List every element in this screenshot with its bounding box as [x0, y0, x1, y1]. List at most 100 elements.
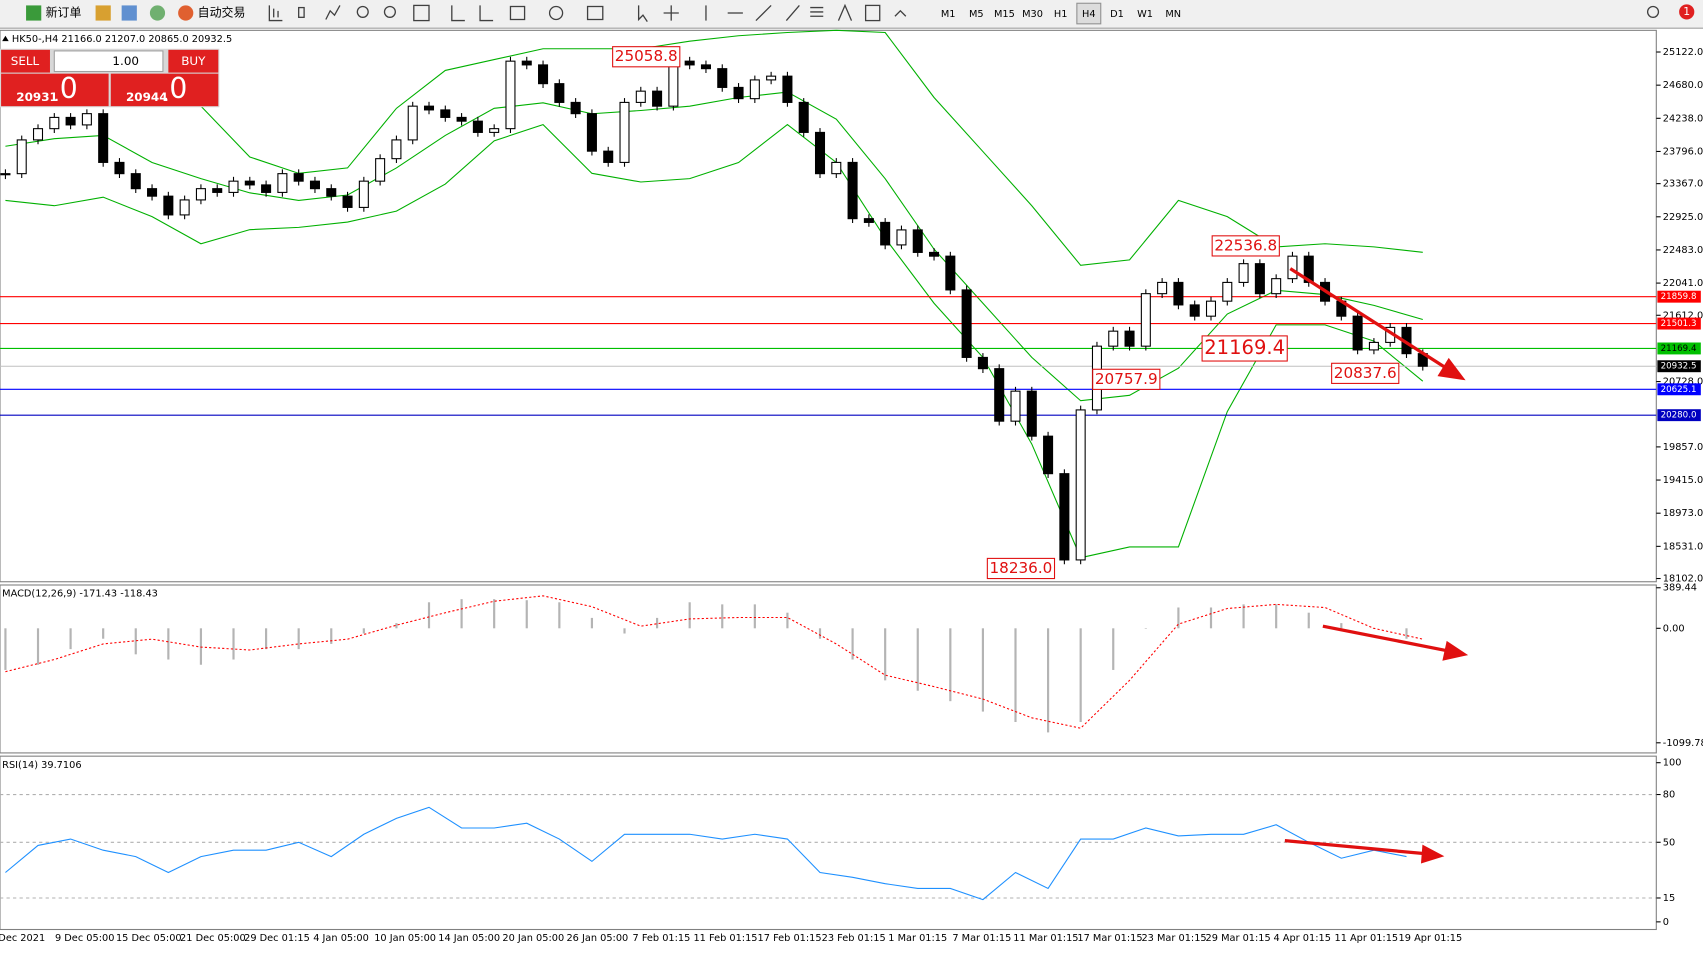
macd-bar — [102, 628, 105, 639]
candle — [309, 180, 320, 190]
timeframe-button[interactable]: M30 — [1022, 9, 1043, 20]
macd-bar — [786, 612, 789, 629]
periods[interactable] — [548, 5, 564, 21]
candle — [1140, 293, 1151, 347]
notification-badge[interactable] — [1679, 4, 1695, 20]
arrows-tool[interactable] — [894, 9, 907, 17]
x-tick-label: 23 Feb 01:15 — [822, 933, 886, 944]
y-tick-label: 21612.0 — [1663, 310, 1703, 321]
plots: 25122.0 24680.0 24238.0 23796.0 23367.0 22925… — [0, 29, 1703, 944]
timeframe-button[interactable]: MN — [1165, 9, 1181, 20]
bar-chart-tool[interactable] — [268, 5, 283, 22]
zoom-out[interactable] — [383, 5, 396, 18]
x-tick-label: 4 Apr 01:15 — [1274, 933, 1331, 944]
candle-tool[interactable] — [298, 6, 305, 18]
toolbar-icon[interactable] — [95, 5, 111, 21]
x-tick-label: 10 Jan 05:00 — [374, 933, 436, 944]
new-order-button[interactable]: 新订单 — [46, 6, 82, 20]
bid-box[interactable] — [1, 73, 109, 107]
fibo-tool[interactable] — [810, 6, 824, 17]
lots-input[interactable] — [53, 50, 164, 73]
candle — [489, 128, 500, 133]
timeframe-button[interactable]: M5 — [969, 9, 984, 20]
candle — [130, 173, 141, 190]
y-tick-label: 23796.0 — [1663, 146, 1703, 157]
toolbar-icon[interactable] — [149, 5, 166, 21]
trendline-tool[interactable] — [755, 4, 772, 22]
candle — [147, 188, 158, 197]
line-tool[interactable] — [325, 5, 341, 20]
candle — [65, 116, 76, 126]
macd-bar — [36, 628, 40, 665]
tile-windows[interactable] — [413, 4, 430, 22]
macd-bar — [1340, 623, 1343, 629]
price-annotation: 20757.9 — [1095, 370, 1158, 388]
indicators[interactable] — [509, 5, 526, 21]
rsi-arrowhead — [1420, 844, 1445, 864]
price-annotation: 22536.8 — [1214, 236, 1277, 254]
timeframe-button[interactable]: H1 — [1054, 9, 1068, 20]
auto-trading-button[interactable]: 自动交易 — [198, 6, 246, 20]
auto-trading-icon[interactable] — [178, 5, 194, 21]
candle — [98, 113, 109, 163]
macd-bar — [69, 628, 72, 650]
candle — [814, 131, 826, 175]
y-tick-label: 15 — [1663, 893, 1675, 904]
sell-button[interactable] — [1, 49, 50, 73]
rsi-panel — [0, 755, 1657, 931]
annotation-box — [1201, 335, 1288, 362]
toolbar-icon[interactable] — [121, 5, 137, 21]
y-tick-label: 100 — [1663, 758, 1682, 769]
candle — [554, 83, 565, 103]
macd-bar — [297, 628, 300, 650]
macd-arrowhead — [1442, 640, 1469, 661]
buy-button[interactable] — [168, 49, 219, 73]
annotation-box — [1331, 362, 1400, 384]
templates[interactable] — [586, 5, 604, 21]
crosshair-tool[interactable] — [663, 5, 679, 21]
zoom-in[interactable] — [356, 5, 369, 18]
scroll-tool[interactable] — [451, 5, 465, 22]
candle — [1075, 409, 1086, 561]
candle — [749, 79, 760, 100]
label-tool[interactable] — [864, 4, 881, 22]
timeframe-button[interactable]: D1 — [1110, 9, 1124, 20]
macd-bar — [1046, 628, 1050, 733]
shift-tool[interactable] — [479, 5, 494, 22]
y-tick-label: 18531.0 — [1663, 541, 1703, 552]
timeframe-button[interactable]: W1 — [1137, 9, 1153, 20]
candle — [1368, 341, 1379, 351]
macd-arrow — [1322, 624, 1450, 653]
candle — [880, 221, 891, 246]
macd-bar — [884, 628, 887, 681]
candle — [603, 150, 614, 163]
x-tick-label: 11 Mar 01:15 — [1013, 933, 1078, 944]
macd-bar — [1275, 604, 1278, 629]
timeframe-button[interactable]: H4 — [1082, 9, 1096, 20]
macd-bar — [362, 628, 365, 634]
channel-tool[interactable] — [785, 4, 800, 22]
y-tick-label: 22483.0 — [1663, 245, 1703, 256]
y-tick-label: 80 — [1663, 790, 1675, 801]
text-tool[interactable] — [837, 3, 853, 21]
main-title: HK50-,H4 21166.0 21207.0 20865.0 20932.5 — [12, 34, 232, 45]
y-tick-label: 24238.0 — [1663, 113, 1703, 124]
candle — [700, 64, 711, 70]
ask-box[interactable] — [110, 73, 219, 107]
y-tick-label: 22041.0 — [1663, 278, 1703, 289]
y-tick-label: 20728.0 — [1663, 377, 1703, 388]
timeframe-active — [1076, 2, 1102, 25]
search[interactable] — [1646, 5, 1660, 18]
timeframe-button[interactable]: M1 — [941, 9, 956, 20]
candle — [717, 68, 728, 88]
timeframe-button[interactable]: M15 — [994, 9, 1015, 20]
candle — [847, 161, 858, 220]
new-order-icon[interactable] — [26, 5, 42, 21]
candle — [472, 120, 483, 133]
cursor-tool[interactable] — [637, 5, 648, 23]
macd-bar — [427, 602, 431, 629]
macd-bar — [232, 628, 235, 660]
macd-bar — [590, 617, 594, 629]
candle — [456, 116, 467, 122]
